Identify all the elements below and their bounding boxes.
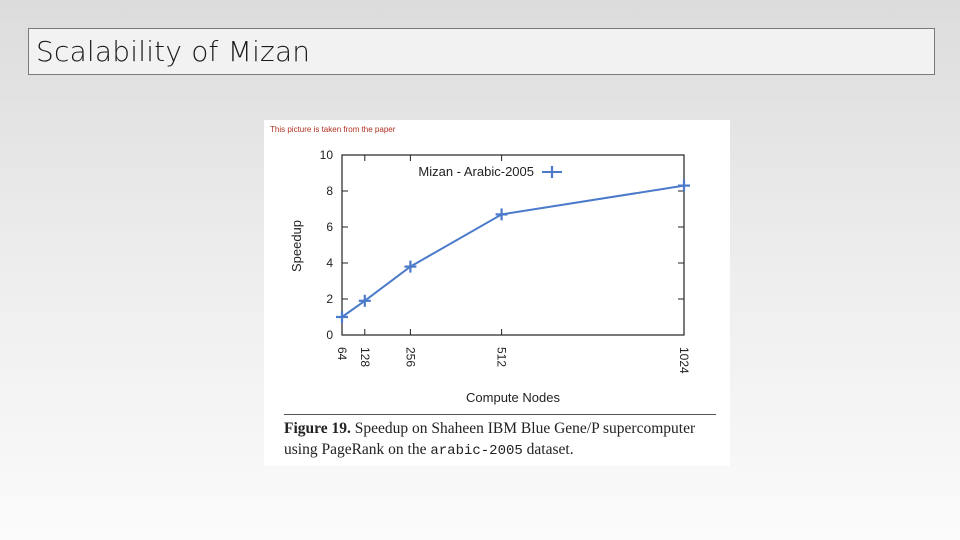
data-point-marker bbox=[358, 294, 371, 307]
speedup-chart: 0 2 4 6 8 10 64 128 256 512 1024 Speedup Compute … bbox=[289, 148, 691, 405]
y-tick-label: 8 bbox=[326, 184, 333, 198]
x-tick-label: 64 bbox=[335, 347, 349, 361]
x-tick-label: 128 bbox=[358, 347, 372, 367]
legend-label: Mizan - Arabic-2005 bbox=[418, 164, 534, 179]
series-group bbox=[336, 179, 690, 323]
figure-image: This picture is taken from the paper 0 2 4… bbox=[264, 120, 730, 466]
figure-source-note: This picture is taken from the paper bbox=[270, 125, 396, 134]
y-tick-label: 4 bbox=[326, 256, 333, 270]
data-point-marker bbox=[495, 208, 508, 221]
x-tick-label: 256 bbox=[403, 347, 417, 367]
caption-dataset: arabic-2005 bbox=[430, 443, 523, 459]
caption-rule bbox=[284, 414, 716, 415]
legend: Mizan - Arabic-2005 bbox=[418, 164, 562, 179]
data-point-marker bbox=[404, 260, 417, 273]
x-axis-ticks: 64 128 256 512 1024 bbox=[335, 155, 691, 374]
x-tick-label: 512 bbox=[495, 347, 509, 367]
plot-area-border bbox=[341, 154, 685, 336]
slide-title: Scalability of Mizan bbox=[36, 35, 311, 68]
caption-label: Figure 19. bbox=[284, 420, 351, 437]
x-tick-label: 1024 bbox=[677, 347, 691, 374]
data-point-marker bbox=[678, 179, 690, 192]
x-axis-label: Compute Nodes bbox=[466, 390, 560, 405]
y-tick-label: 6 bbox=[326, 220, 333, 234]
plot-frame bbox=[341, 154, 685, 336]
y-axis-ticks: 0 2 4 6 8 10 bbox=[320, 148, 684, 342]
caption-text-1: Speedup on Shaheen IBM Blue Gene/P super… bbox=[284, 420, 696, 458]
figure-caption: Figure 19. Speedup on Shaheen IBM Blue G… bbox=[284, 418, 720, 462]
data-point-marker bbox=[336, 311, 348, 323]
y-tick-label: 0 bbox=[326, 328, 333, 342]
series-line bbox=[341, 184, 685, 318]
y-tick-label: 2 bbox=[326, 292, 333, 306]
slide-title-box: Scalability of Mizan bbox=[28, 28, 935, 75]
caption-text-2: dataset. bbox=[522, 441, 574, 458]
y-axis-label: Speedup bbox=[289, 220, 304, 272]
y-tick-label: 10 bbox=[320, 148, 334, 162]
